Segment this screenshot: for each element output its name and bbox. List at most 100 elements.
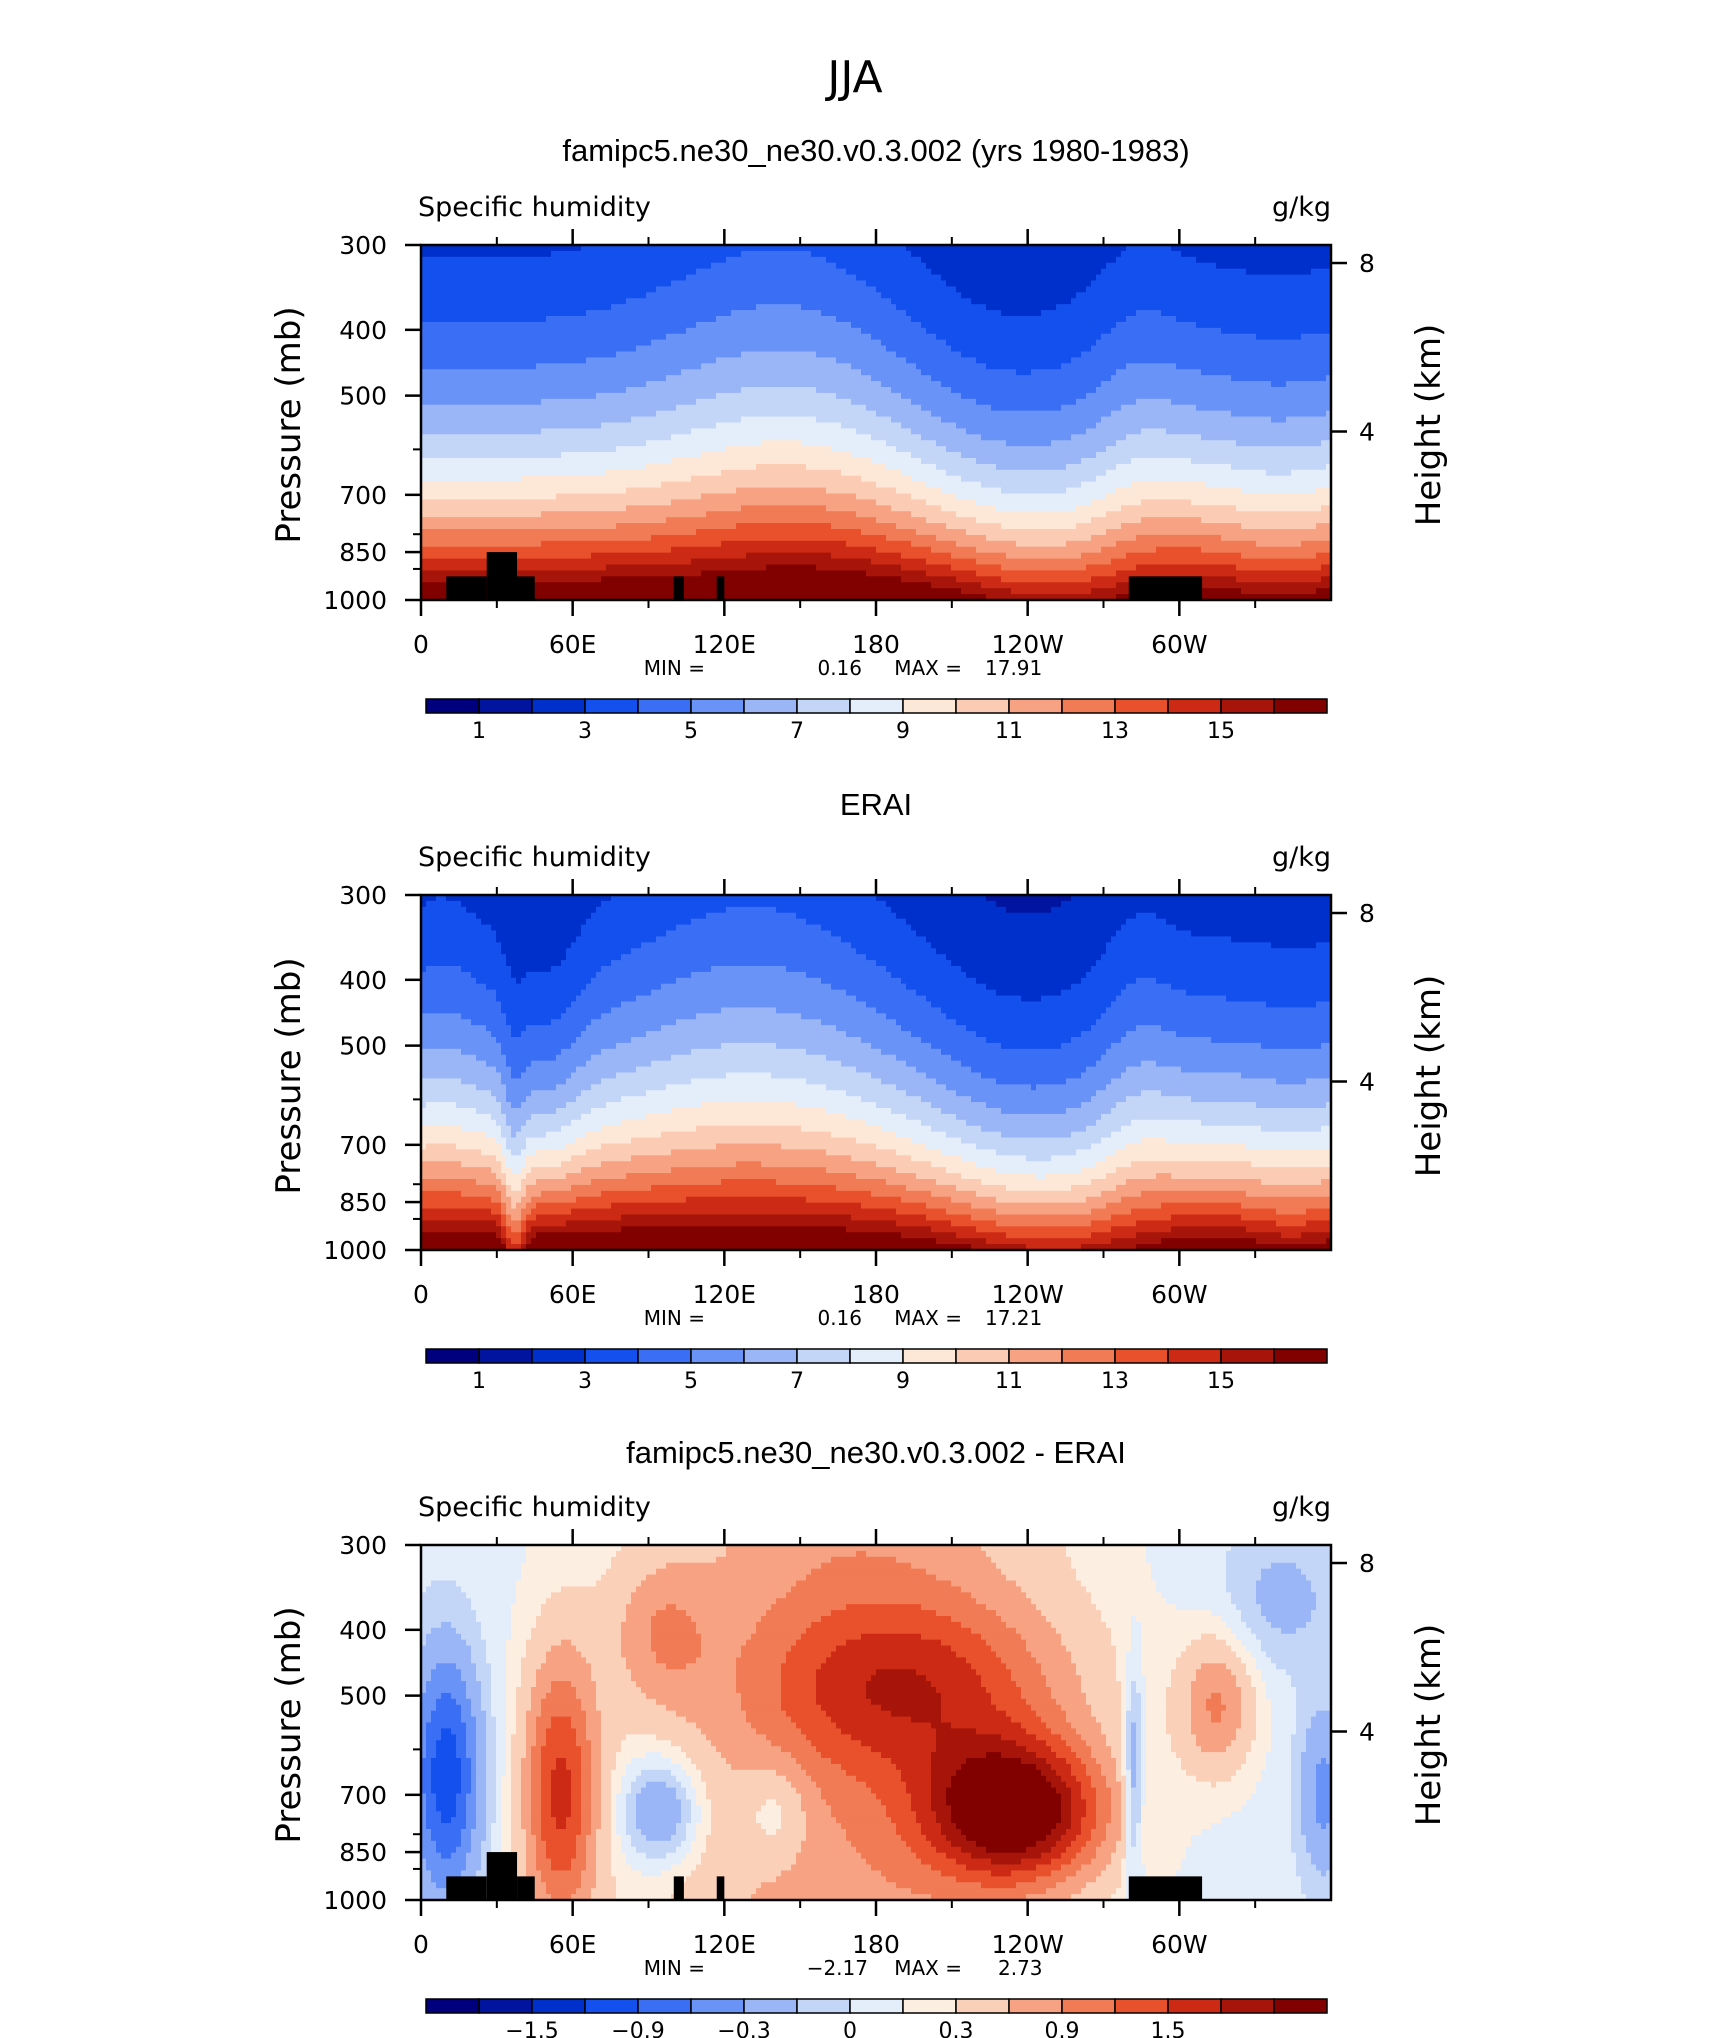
- contour-cell: [491, 1687, 507, 1694]
- contour-cell: [1126, 1805, 1132, 1812]
- contour-cell: [956, 511, 1107, 518]
- contour-cell: [531, 1882, 547, 1889]
- contour-cell: [1296, 1710, 1317, 1718]
- contour-cell: [821, 1616, 952, 1623]
- contour-cell: [426, 1817, 442, 1824]
- contour-cell: [576, 1834, 587, 1842]
- contour-cell: [421, 1781, 432, 1789]
- topography-mask: [1128, 1876, 1203, 1900]
- contour-cell: [1121, 1834, 1127, 1842]
- contour-cell: [1131, 1799, 1142, 1806]
- contour-cell: [1011, 588, 1092, 595]
- contour-cell: [421, 310, 587, 317]
- contour-cell: [801, 1728, 842, 1735]
- contour-cell: [1051, 1621, 1107, 1629]
- contour-cell: [1111, 1042, 1262, 1050]
- contour-cell: [1141, 1769, 1147, 1777]
- contour-cell: [421, 1550, 527, 1558]
- contour-cell: [1091, 1775, 1107, 1783]
- contour-cell: [896, 1763, 932, 1771]
- contour-cell: [1111, 1894, 1127, 1900]
- contour-cell: [1141, 1728, 1147, 1735]
- contour-cell: [716, 392, 837, 400]
- contour-cell: [1086, 1740, 1107, 1747]
- contour-cell: [671, 1834, 687, 1842]
- contour-cell: [421, 1716, 432, 1724]
- contour-cell: [1111, 1787, 1122, 1795]
- contour-cell: [1141, 1758, 1147, 1765]
- contour-cell: [1111, 1108, 1331, 1115]
- contour-cell: [571, 1805, 582, 1812]
- contour-cell: [681, 1799, 692, 1806]
- contour-cell: [476, 1716, 487, 1724]
- contour-cell: [476, 977, 517, 985]
- contour-cell: [831, 1651, 957, 1659]
- contour-cell: [801, 1013, 887, 1020]
- colorbar-swatch: [1008, 698, 1063, 714]
- contour-cell: [1121, 1882, 1127, 1889]
- contour-cell: [971, 1244, 1027, 1250]
- contour-cell: [951, 1580, 1017, 1588]
- contour-cell: [1226, 1580, 1257, 1588]
- contour-cell: [601, 422, 717, 430]
- contour-cell: [621, 1840, 632, 1848]
- contour-cell: [1051, 1781, 1067, 1789]
- contour-cell: [921, 404, 992, 412]
- contour-cell: [1146, 1793, 1252, 1801]
- contour-cell: [1301, 1769, 1317, 1777]
- contour-cell: [511, 1627, 532, 1635]
- contour-cell: [1141, 1805, 1242, 1812]
- contour-cell: [936, 1179, 982, 1186]
- contour-cell: [1126, 1657, 1142, 1664]
- contour-cell: [1316, 1787, 1331, 1795]
- contour-cell: [1316, 1763, 1331, 1771]
- contour-cell: [1126, 918, 1167, 926]
- contour-cell: [806, 918, 907, 926]
- contour-cell: [1231, 1740, 1252, 1747]
- colorbar-swatch: [1061, 698, 1116, 714]
- contour-cell: [636, 1799, 682, 1806]
- contour-cell: [421, 1545, 527, 1552]
- contour-cell: [421, 1580, 432, 1588]
- contour-cell: [421, 1208, 492, 1216]
- contour-cell: [551, 1858, 572, 1866]
- contour-cell: [931, 1722, 952, 1730]
- contour-cell: [476, 1758, 487, 1765]
- contour-cell: [1076, 1728, 1102, 1735]
- contour-cell: [1226, 1639, 1242, 1647]
- contour-cell: [1256, 1781, 1292, 1789]
- y-tick-label: 700: [339, 1131, 387, 1160]
- contour-cell: [881, 1870, 942, 1877]
- contour-cell: [551, 1769, 572, 1777]
- contour-cell: [481, 1627, 512, 1635]
- contour-cell: [531, 1752, 542, 1759]
- contour-cell: [1166, 1728, 1192, 1735]
- contour-cell: [1201, 1746, 1227, 1753]
- contour-cell: [581, 1811, 592, 1818]
- contour-cell: [871, 375, 932, 382]
- contour-cell: [1071, 1823, 1082, 1830]
- contour-cell: [971, 1096, 1092, 1103]
- contour-cell: [1291, 1840, 1307, 1848]
- contour-cell: [581, 1787, 592, 1795]
- contour-cell: [846, 1226, 932, 1233]
- panel-difference: famipc5.ne30_ne30.v0.3.002 - ERAI Specif…: [269, 1435, 1449, 2038]
- contour-cell: [511, 1616, 537, 1623]
- contour-cell: [421, 1072, 502, 1080]
- contour-cell: [526, 1173, 567, 1180]
- contour-cell: [421, 1704, 437, 1712]
- contour-cell: [621, 1226, 847, 1233]
- contour-cell: [421, 1155, 497, 1162]
- colorbar-swatch: [796, 698, 851, 714]
- contour-cell: [1126, 1031, 1177, 1038]
- contour-cell: [1101, 268, 1247, 276]
- y-tick-label: 500: [339, 382, 387, 411]
- contour-cell: [1266, 1651, 1331, 1659]
- contour-cell: [431, 1829, 462, 1836]
- contour-cell: [1176, 1876, 1302, 1883]
- contour-cell: [736, 1663, 782, 1670]
- contour-cell: [506, 1704, 517, 1712]
- contour-cell: [1076, 1834, 1092, 1842]
- contour-cell: [861, 1202, 927, 1210]
- contour-cell: [881, 1752, 932, 1759]
